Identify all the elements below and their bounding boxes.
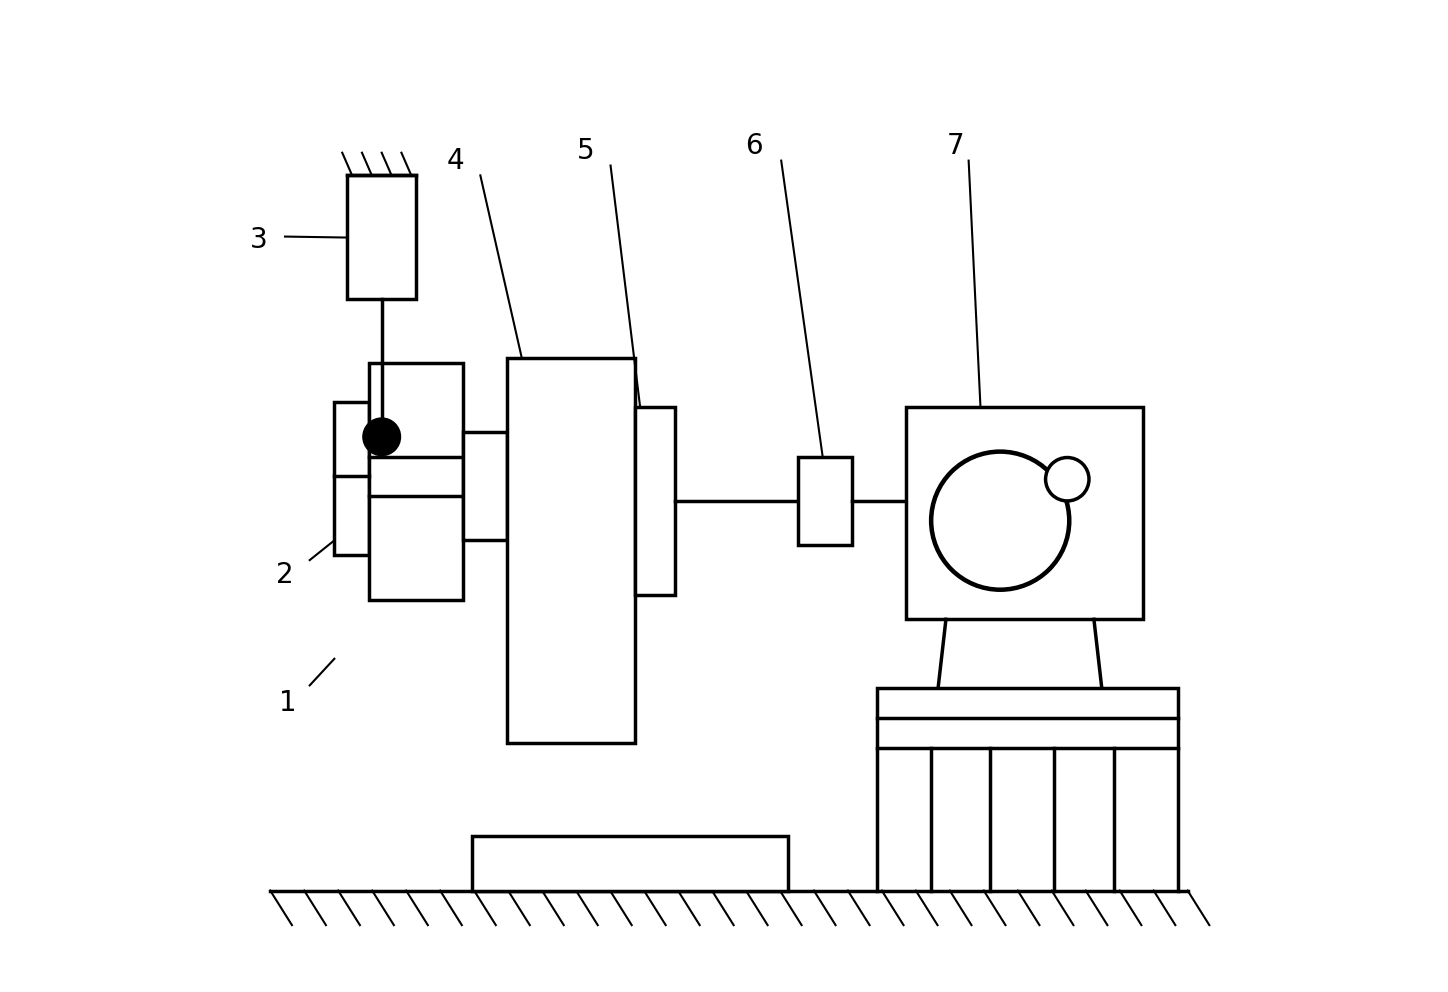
Text: 4: 4: [447, 147, 465, 175]
Bar: [636, 408, 675, 594]
Text: 6: 6: [744, 132, 763, 160]
Bar: [877, 688, 1177, 748]
Bar: [369, 363, 462, 599]
Text: 2: 2: [277, 560, 294, 589]
Circle shape: [1045, 457, 1089, 501]
Circle shape: [363, 419, 400, 454]
Text: 1: 1: [279, 689, 297, 717]
Bar: [348, 176, 416, 299]
Text: 5: 5: [578, 137, 595, 165]
Bar: [798, 456, 853, 546]
Text: 3: 3: [249, 225, 268, 254]
Bar: [906, 408, 1144, 619]
Text: 7: 7: [947, 132, 964, 160]
Bar: [507, 358, 636, 743]
Bar: [462, 432, 507, 541]
Circle shape: [931, 451, 1069, 589]
Bar: [334, 403, 369, 556]
Bar: [472, 836, 788, 891]
